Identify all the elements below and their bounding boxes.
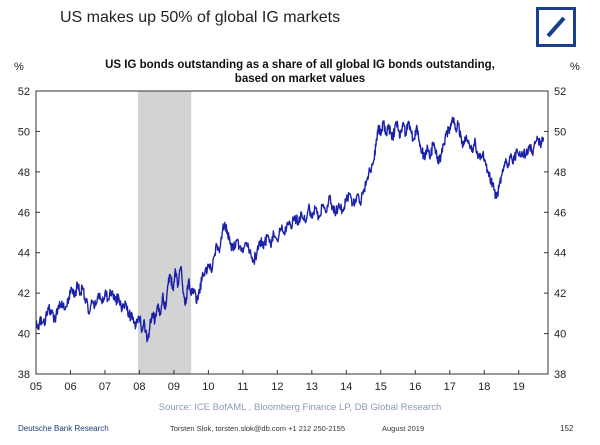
chart-title-line-1: US IG bonds outstanding as a share of al… [105, 59, 495, 71]
x-tick-label: 05 [30, 381, 42, 393]
chart-title-line-2: based on market values [234, 73, 366, 85]
x-tick-label: 16 [409, 381, 421, 393]
page-number: 152 [560, 424, 574, 433]
y-axis-unit-right: % [570, 61, 580, 73]
x-tick-label: 18 [478, 381, 490, 393]
deutsche-bank-logo-icon [536, 7, 576, 47]
plot-frame [35, 90, 549, 375]
y-tick-label-left: 50 [18, 126, 30, 138]
chart-title: US IG bonds outstanding as a share of al… [80, 58, 520, 86]
y-tick-label-left: 38 [18, 369, 30, 381]
y-tick-label-right: 52 [554, 86, 566, 98]
series-layer [35, 116, 545, 343]
date-footer: August 2019 [382, 424, 425, 433]
header-title: US makes up 50% of global IG markets [60, 9, 341, 26]
x-tick-label: 17 [444, 381, 456, 393]
brand-footer: Deutsche Bank Research [18, 424, 109, 433]
y-tick-label-right: 40 [554, 329, 566, 341]
source-note: Source: ICE BofAML , Bloomberg Finance L… [158, 402, 442, 413]
x-tick-label: 14 [340, 381, 352, 393]
y-tick-label-right: 38 [554, 369, 566, 381]
x-tick-label: 11 [237, 381, 248, 393]
shaded-region [138, 91, 192, 374]
x-tick-label: 13 [306, 381, 318, 393]
y-tick-label-left: 42 [18, 288, 30, 300]
x-tick-label: 08 [133, 381, 145, 393]
y-tick-label-left: 40 [18, 329, 30, 341]
y-tick-label-right: 42 [554, 288, 566, 300]
contact-footer: Torsten Slok, torsten.slok@db.com +1 212… [170, 424, 346, 433]
y-tick-label-left: 44 [18, 248, 30, 260]
y-tick-label-right: 48 [554, 167, 566, 179]
y-tick-label-right: 50 [554, 126, 566, 138]
x-tick-label: 07 [99, 381, 111, 393]
y-tick-label-left: 52 [18, 86, 30, 98]
y-tick-label-left: 46 [18, 207, 30, 219]
x-tick-label: 09 [168, 381, 180, 393]
x-tick-label: 19 [513, 381, 525, 393]
chart-axes: 38 38 40 40 42 42 44 44 46 46 48 48 50 50 52 52 05 06 07 08… [18, 86, 567, 393]
x-tick-label: 06 [64, 381, 76, 393]
y-tick-label-left: 48 [18, 167, 30, 179]
y-tick-label-right: 46 [554, 207, 566, 219]
x-tick-label: 12 [271, 381, 283, 393]
series-line [35, 116, 545, 343]
y-tick-label-right: 44 [554, 248, 566, 260]
x-tick-label: 10 [202, 381, 214, 393]
y-axis-unit-left: % [14, 61, 24, 73]
x-tick-label: 15 [375, 381, 387, 393]
recession-shading-layer [138, 91, 192, 374]
